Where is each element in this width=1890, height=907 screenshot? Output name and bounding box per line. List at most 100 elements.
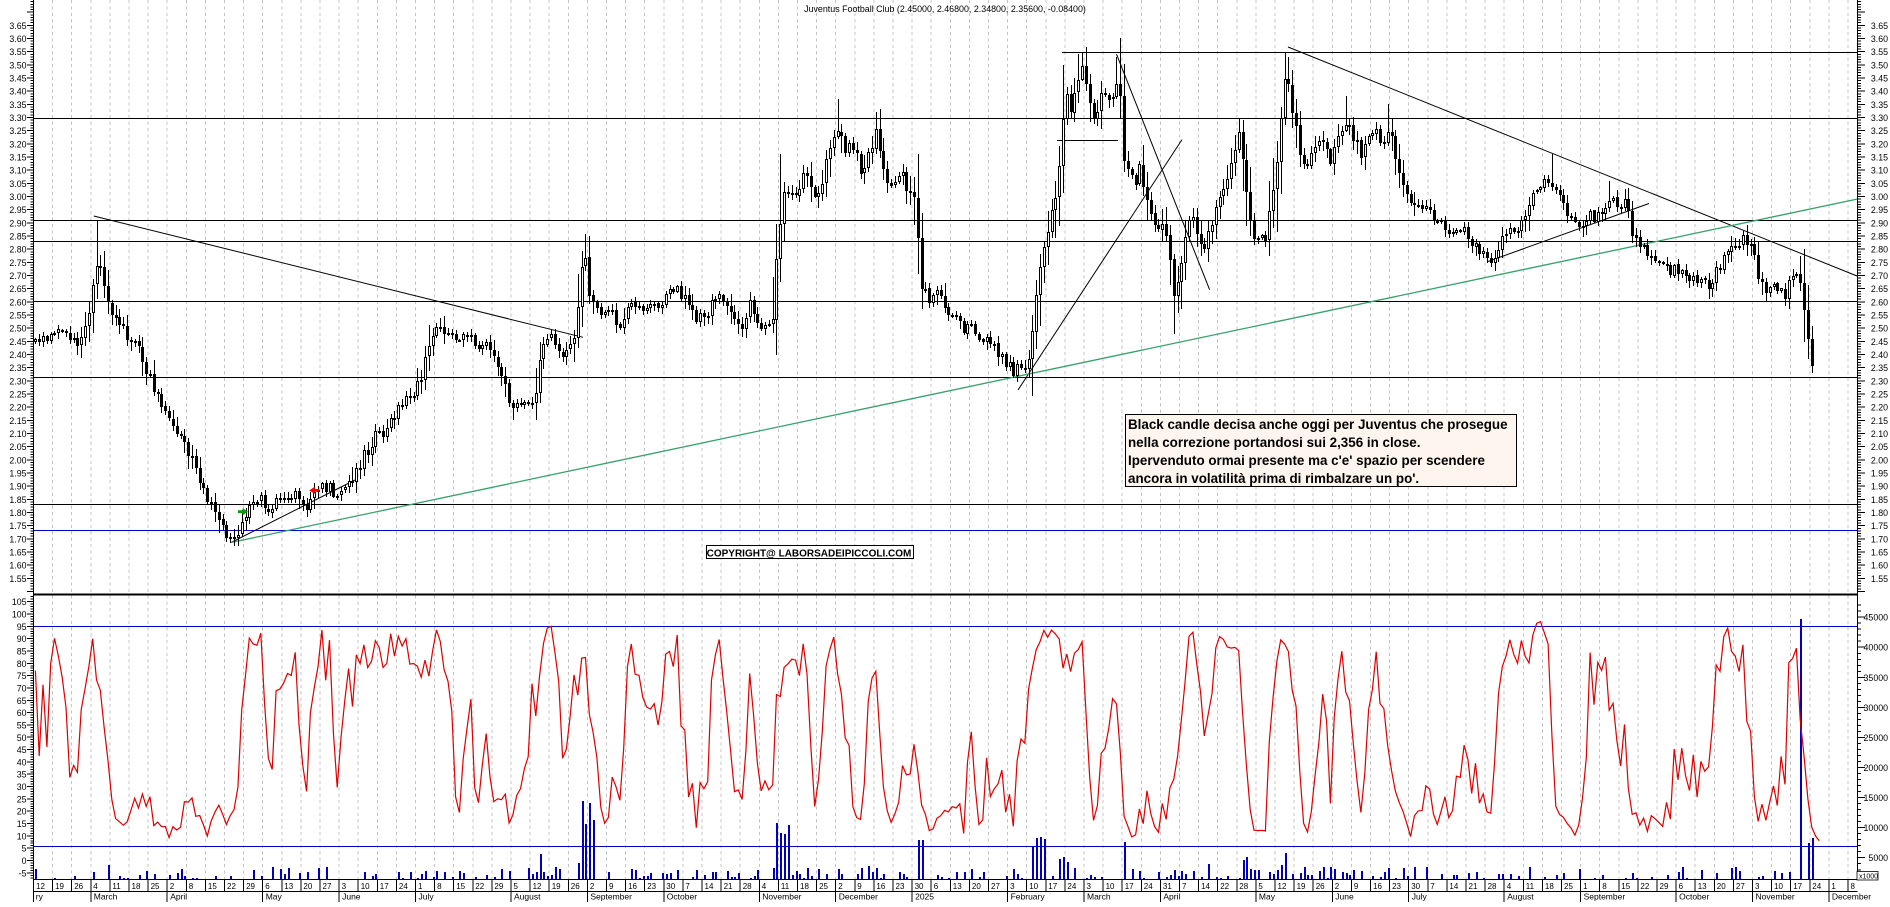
svg-text:30: 30 [1411, 882, 1420, 891]
svg-text:90: 90 [17, 634, 27, 644]
svg-text:6: 6 [1679, 882, 1684, 891]
svg-text:20000: 20000 [1864, 763, 1889, 773]
svg-text:1.85: 1.85 [1871, 495, 1888, 505]
svg-text:1.60: 1.60 [1871, 561, 1888, 571]
svg-text:August: August [1507, 892, 1534, 902]
svg-text:2.25: 2.25 [1871, 390, 1888, 400]
svg-text:3.50: 3.50 [1871, 60, 1888, 70]
svg-text:2.40: 2.40 [1871, 350, 1888, 360]
svg-text:2.05: 2.05 [1871, 442, 1888, 452]
svg-text:75: 75 [17, 671, 27, 681]
svg-text:4: 4 [93, 882, 98, 891]
svg-text:-5: -5 [19, 868, 27, 878]
svg-text:19: 19 [552, 882, 561, 891]
svg-text:21: 21 [724, 882, 733, 891]
svg-text:2.75: 2.75 [9, 258, 26, 268]
svg-text:14: 14 [1201, 882, 1210, 891]
svg-text:April: April [1163, 892, 1180, 902]
svg-text:ancora in volatilità prima di: ancora in volatilità prima di rimbalzare… [1128, 471, 1419, 486]
svg-text:16: 16 [1373, 882, 1382, 891]
svg-text:9: 9 [857, 882, 862, 891]
svg-text:3.65: 3.65 [9, 21, 26, 31]
svg-text:40: 40 [17, 757, 27, 767]
svg-text:3.20: 3.20 [1871, 139, 1888, 149]
svg-text:2.65: 2.65 [1871, 284, 1888, 294]
svg-text:1.95: 1.95 [9, 469, 26, 479]
svg-text:3: 3 [342, 882, 347, 891]
svg-text:2.10: 2.10 [9, 429, 26, 439]
svg-text:10000: 10000 [1864, 823, 1889, 833]
svg-text:3.30: 3.30 [1871, 113, 1888, 123]
svg-text:20: 20 [972, 882, 981, 891]
svg-text:0: 0 [22, 856, 27, 866]
svg-text:3.20: 3.20 [9, 139, 26, 149]
svg-text:November: November [762, 892, 801, 902]
svg-text:50: 50 [17, 733, 27, 743]
svg-text:nella correzione portandosi su: nella correzione portandosi sui 2,356 in… [1128, 435, 1420, 450]
svg-text:13: 13 [953, 882, 962, 891]
svg-text:1.70: 1.70 [1871, 534, 1888, 544]
svg-text:13: 13 [284, 882, 293, 891]
svg-text:30: 30 [915, 882, 924, 891]
svg-text:22: 22 [475, 882, 484, 891]
svg-text:1: 1 [418, 882, 423, 891]
svg-text:3: 3 [1010, 882, 1015, 891]
svg-text:27: 27 [991, 882, 1000, 891]
svg-text:4: 4 [762, 882, 767, 891]
svg-text:14: 14 [1449, 882, 1458, 891]
svg-text:23: 23 [1392, 882, 1401, 891]
svg-text:2.90: 2.90 [1871, 218, 1888, 228]
svg-text:ry: ry [36, 892, 44, 902]
svg-text:2.00: 2.00 [1871, 455, 1888, 465]
svg-text:5: 5 [1258, 882, 1263, 891]
svg-text:2.85: 2.85 [1871, 232, 1888, 242]
svg-text:1.65: 1.65 [9, 548, 26, 558]
svg-text:100: 100 [12, 610, 27, 620]
svg-text:20: 20 [303, 882, 312, 891]
svg-text:17: 17 [380, 882, 389, 891]
svg-text:August: August [514, 892, 541, 902]
svg-text:1.75: 1.75 [9, 521, 26, 531]
svg-text:24: 24 [399, 882, 408, 891]
svg-text:15: 15 [208, 882, 217, 891]
svg-text:12: 12 [1278, 882, 1287, 891]
svg-text:11: 11 [112, 882, 121, 891]
svg-text:1.95: 1.95 [1871, 469, 1888, 479]
svg-text:2.60: 2.60 [1871, 297, 1888, 307]
svg-text:27: 27 [323, 882, 332, 891]
svg-text:2.90: 2.90 [9, 218, 26, 228]
svg-text:6: 6 [265, 882, 270, 891]
svg-text:July: July [419, 892, 435, 902]
svg-text:October: October [667, 892, 697, 902]
svg-text:2.35: 2.35 [9, 363, 26, 373]
svg-text:3.65: 3.65 [1871, 21, 1888, 31]
svg-text:3.30: 3.30 [9, 113, 26, 123]
svg-text:14: 14 [705, 882, 714, 891]
svg-text:29: 29 [1660, 882, 1669, 891]
svg-text:June: June [1335, 892, 1354, 902]
svg-text:3.40: 3.40 [9, 87, 26, 97]
svg-text:1.55: 1.55 [9, 574, 26, 584]
svg-text:March: March [94, 892, 118, 902]
svg-text:11: 11 [781, 882, 790, 891]
svg-text:29: 29 [246, 882, 255, 891]
svg-text:2.45: 2.45 [1871, 337, 1888, 347]
svg-text:17: 17 [1048, 882, 1057, 891]
svg-text:2.10: 2.10 [1871, 429, 1888, 439]
svg-text:COPYRIGHT@ LABORSADEIPICCOLI.C: COPYRIGHT@ LABORSADEIPICCOLI.COM [707, 549, 912, 560]
svg-text:2025: 2025 [915, 892, 934, 902]
svg-text:April: April [170, 892, 187, 902]
svg-text:25: 25 [151, 882, 160, 891]
svg-text:70: 70 [17, 684, 27, 694]
svg-text:20: 20 [1717, 882, 1726, 891]
svg-text:2.60: 2.60 [9, 297, 26, 307]
svg-text:35000: 35000 [1864, 673, 1889, 683]
svg-text:October: October [1679, 892, 1709, 902]
svg-text:Juventus Football Club (2.4500: Juventus Football Club (2.45000, 2.46800… [804, 4, 1086, 14]
svg-text:10: 10 [1106, 882, 1115, 891]
svg-text:3.05: 3.05 [9, 179, 26, 189]
svg-text:July: July [1412, 892, 1428, 902]
svg-text:85: 85 [17, 647, 27, 657]
svg-text:3.45: 3.45 [9, 74, 26, 84]
svg-text:25: 25 [819, 882, 828, 891]
